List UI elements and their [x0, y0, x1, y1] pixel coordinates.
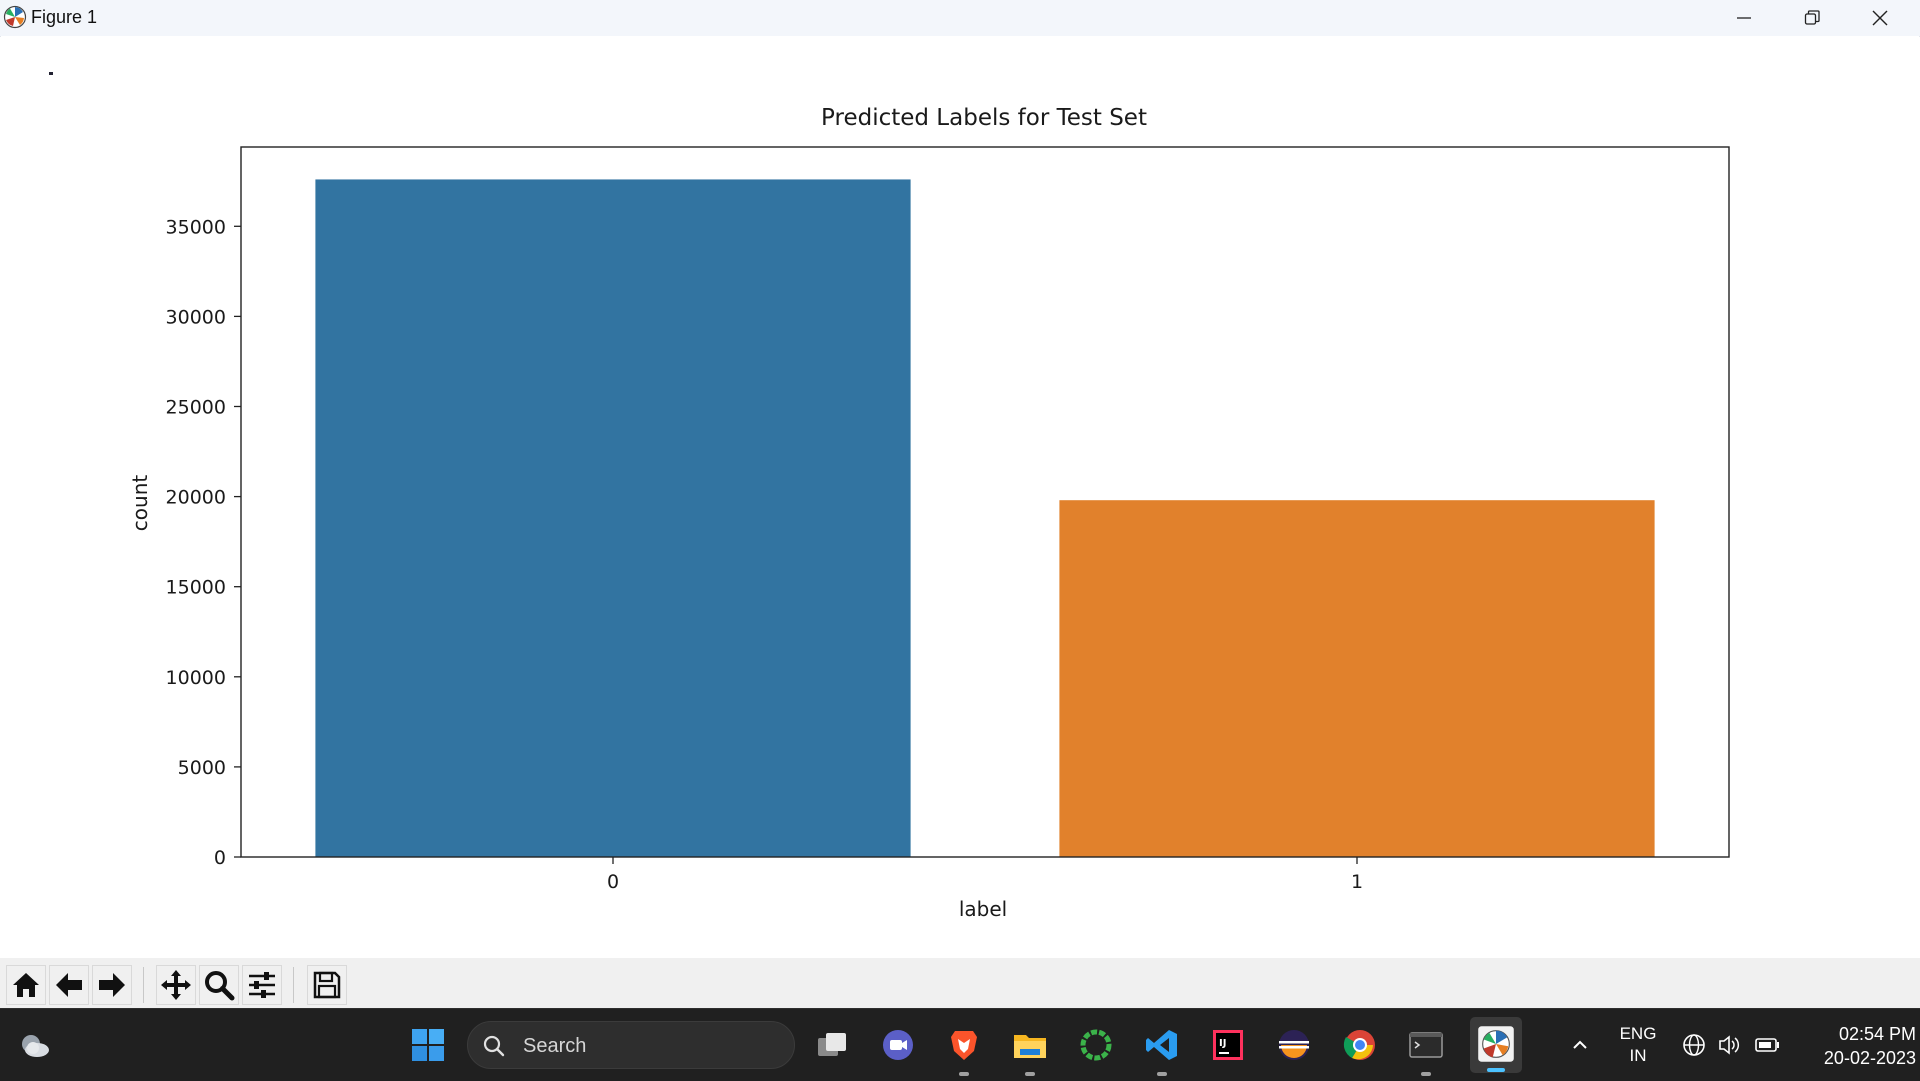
- teams-chat-icon: [883, 1030, 913, 1060]
- volume-icon: [1719, 1035, 1740, 1055]
- language-code: ENG: [1619, 1024, 1657, 1043]
- bar-0: [315, 179, 911, 858]
- weather-icon: [22, 1035, 49, 1057]
- y-tick-label: 10000: [166, 667, 226, 689]
- start-button[interactable]: [406, 1023, 450, 1067]
- y-tick-label: 30000: [166, 306, 226, 328]
- zoom-button[interactable]: [199, 965, 239, 1005]
- window-title-bar: Figure 1: [0, 0, 1920, 37]
- minimize-icon: [1737, 17, 1751, 19]
- intellij-icon: IJ: [1213, 1030, 1243, 1060]
- search-placeholder: Search: [523, 1035, 587, 1057]
- matplotlib-figure-icon: [1478, 1026, 1514, 1062]
- clock-date: 20-02-2023: [1823, 1048, 1916, 1068]
- running-indicator: [1025, 1072, 1035, 1076]
- chart-title: Predicted Labels for Test Set: [821, 105, 1147, 131]
- close-icon: [1872, 10, 1888, 26]
- chevron-up-icon: [1573, 1040, 1587, 1049]
- figure-canvas[interactable]: Predicted Labels for Test Set 0 5000 10000…: [1, 36, 1919, 958]
- forward-arrow-icon: [99, 973, 125, 997]
- show-hidden-icons-button[interactable]: [1558, 1023, 1602, 1067]
- bar-chart: Predicted Labels for Test Set 0 5000 10000…: [128, 105, 1730, 921]
- canvas-artifact: [49, 72, 53, 75]
- minimize-button[interactable]: [1710, 0, 1778, 36]
- y-tick-label: 0: [214, 847, 226, 869]
- windows-start-icon: [412, 1029, 444, 1061]
- search-icon: [483, 1035, 505, 1057]
- network-globe-icon: [1683, 1034, 1705, 1056]
- home-button[interactable]: [6, 965, 46, 1005]
- eclipse-icon: [1279, 1030, 1309, 1060]
- x-axis-label: label: [959, 897, 1007, 921]
- matplotlib-app-icon: [3, 5, 27, 29]
- file-explorer-icon: [1014, 1035, 1046, 1058]
- brave-browser-button[interactable]: [942, 1023, 986, 1076]
- region-code: IN: [1629, 1046, 1647, 1065]
- configure-subplots-button[interactable]: [242, 965, 282, 1005]
- forward-button[interactable]: [92, 965, 132, 1005]
- toolbar-separator: [143, 967, 144, 1003]
- matplotlib-toolbar: [0, 958, 1920, 1009]
- chrome-button[interactable]: [1338, 1023, 1382, 1067]
- zoom-icon: [205, 971, 235, 1001]
- clock[interactable]: 02:54 PM 20-02-2023: [1780, 1022, 1916, 1070]
- terminal-button[interactable]: [1404, 1023, 1448, 1076]
- x-tick-label: 0: [607, 871, 619, 893]
- configure-subplots-icon: [249, 972, 275, 998]
- language-indicator[interactable]: ENG IN: [1604, 1023, 1672, 1067]
- bar-1: [1059, 500, 1655, 857]
- refresh-app-icon: [1080, 1029, 1112, 1061]
- vscode-button[interactable]: [1140, 1023, 1184, 1076]
- restore-button[interactable]: [1778, 0, 1846, 36]
- eclipse-button[interactable]: [1272, 1023, 1316, 1067]
- quick-settings-button[interactable]: [1676, 1023, 1796, 1067]
- y-axis-label: count: [128, 475, 152, 532]
- weather-widget[interactable]: [12, 1023, 56, 1067]
- windows-taskbar: Search: [0, 1008, 1920, 1081]
- vscode-icon: [1146, 1030, 1177, 1060]
- back-button[interactable]: [49, 965, 89, 1005]
- y-tick-label: 35000: [166, 216, 226, 238]
- clock-time: 02:54 PM: [1838, 1024, 1916, 1044]
- window-title: Figure 1: [31, 7, 98, 27]
- task-view-icon: [818, 1033, 846, 1056]
- home-icon: [13, 973, 39, 997]
- tray-status-icons: [1683, 1034, 1779, 1056]
- save-button[interactable]: [307, 965, 347, 1005]
- y-tick-label: 15000: [166, 577, 226, 599]
- close-button[interactable]: [1846, 0, 1914, 36]
- taskbar-search[interactable]: Search: [467, 1021, 795, 1069]
- running-indicator: [1421, 1072, 1431, 1076]
- y-tick-label: 5000: [178, 757, 226, 779]
- pan-icon: [161, 970, 191, 1000]
- teams-chat-button[interactable]: [876, 1023, 920, 1067]
- sync-app-button[interactable]: [1074, 1023, 1118, 1067]
- save-icon: [313, 971, 341, 999]
- y-tick-label: 25000: [166, 396, 226, 418]
- chrome-icon: [1343, 1030, 1375, 1060]
- running-indicator: [959, 1072, 969, 1076]
- terminal-icon: [1409, 1032, 1443, 1058]
- pan-button[interactable]: [156, 965, 196, 1005]
- active-indicator: [1487, 1068, 1505, 1072]
- matplotlib-figure-button[interactable]: [1470, 1017, 1522, 1073]
- toolbar-separator: [293, 967, 294, 1003]
- brave-browser-icon: [951, 1031, 977, 1060]
- x-tick-label: 1: [1351, 871, 1363, 893]
- svg-text:IJ: IJ: [1219, 1038, 1226, 1049]
- running-indicator: [1157, 1072, 1167, 1076]
- back-arrow-icon: [56, 973, 82, 997]
- battery-icon: [1755, 1038, 1779, 1052]
- plot-frame: [240, 146, 1730, 858]
- file-explorer-button[interactable]: [1008, 1023, 1052, 1076]
- y-tick-label: 20000: [166, 487, 226, 509]
- intellij-button[interactable]: IJ: [1206, 1023, 1250, 1067]
- task-view-button[interactable]: [810, 1023, 854, 1067]
- restore-icon: [1804, 10, 1820, 25]
